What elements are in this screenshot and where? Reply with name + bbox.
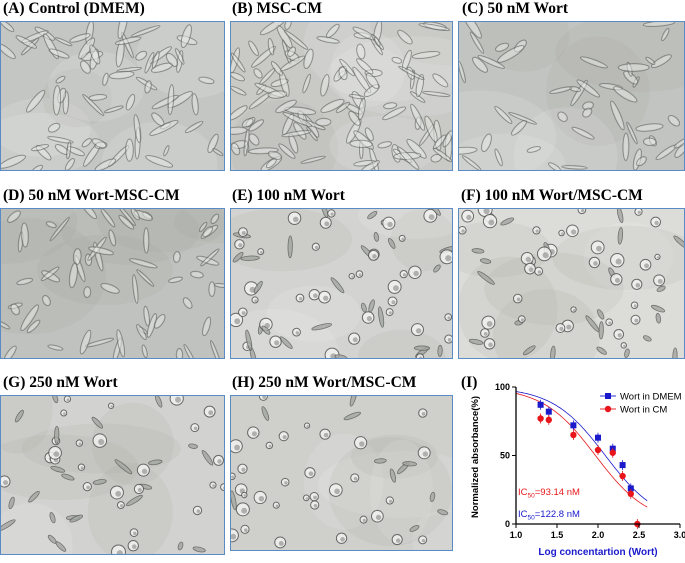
panel-label-f: (F) 100 nM Wort/MSC-CM [461, 187, 643, 204]
panel-label-b: (B) MSC-CM [232, 0, 322, 17]
micrograph-texture [459, 22, 684, 170]
data-point [545, 416, 552, 424]
panel-label-c: (C) 50 nM Wort [462, 0, 569, 17]
micrograph-texture [459, 209, 684, 358]
x-tick-label: 3.0 [674, 530, 685, 540]
x-tick-label: 2.5 [633, 530, 646, 540]
x-tick-label: 1.0 [510, 530, 523, 540]
data-point [537, 415, 544, 422]
panel-label-d: (D) 50 nM Wort-MSC-CM [3, 187, 180, 204]
panel-label-e: (E) 100 nM Wort [232, 187, 345, 204]
x-tick-label: 1.5 [551, 530, 564, 540]
micrograph-f [458, 208, 685, 359]
y-tick-label: 100 [495, 382, 510, 392]
micrograph-b [230, 21, 453, 171]
y-tick-label: 50 [500, 451, 510, 461]
legend-label: Wort in CM [620, 405, 667, 416]
data-point [545, 408, 552, 415]
data-point [537, 401, 544, 408]
micrograph-a [0, 21, 225, 171]
micrograph-e [230, 208, 453, 359]
data-point [609, 449, 616, 456]
x-axis-label: Log concentartion (Wort) [538, 547, 657, 558]
legend-label: Wort in DMEM [620, 392, 682, 403]
data-point [594, 446, 602, 454]
micrograph-texture [231, 22, 452, 170]
legend-marker [605, 393, 611, 399]
micrograph-c [458, 21, 685, 171]
chart-legend: Wort in DMEM Wort in CM [600, 392, 682, 416]
fit-curve [515, 391, 648, 502]
micrograph-h [230, 395, 453, 551]
panel-label-h: (H) 250 nM Wort/MSC-CM [232, 374, 417, 391]
y-tick-label: 0 [505, 519, 510, 529]
y-axis-label: Normalized absorbance(%) [470, 396, 481, 518]
legend-marker [604, 405, 612, 413]
fit-curve [515, 393, 648, 508]
micrograph-texture [1, 396, 224, 554]
ic50-annotation: IC50=93.14 nM [518, 487, 580, 500]
data-point [570, 431, 577, 439]
data-point [619, 462, 626, 469]
dose-response-chart: 1.0 1.5 2.0 2.5 3.0 0 50 100 Normalized absorba… [470, 382, 685, 558]
panel-label-a: (A) Control (DMEM) [3, 0, 145, 17]
panel-label-i: (I) [461, 374, 478, 391]
micrograph-g [0, 395, 225, 555]
micrograph-d [0, 208, 225, 359]
ic50-annotation: IC50=122.8 nM [518, 509, 580, 522]
micrograph-texture [1, 22, 224, 170]
data-point [595, 434, 601, 441]
data-point [627, 485, 634, 492]
x-tick-label: 2.0 [592, 530, 605, 540]
micrograph-texture [1, 209, 224, 358]
micrograph-texture [231, 396, 452, 550]
panel-label-g: (G) 250 nM Wort [3, 374, 118, 391]
data-point [619, 472, 626, 480]
data-point [627, 490, 634, 498]
data-point [570, 422, 577, 429]
micrograph-texture [231, 209, 452, 358]
